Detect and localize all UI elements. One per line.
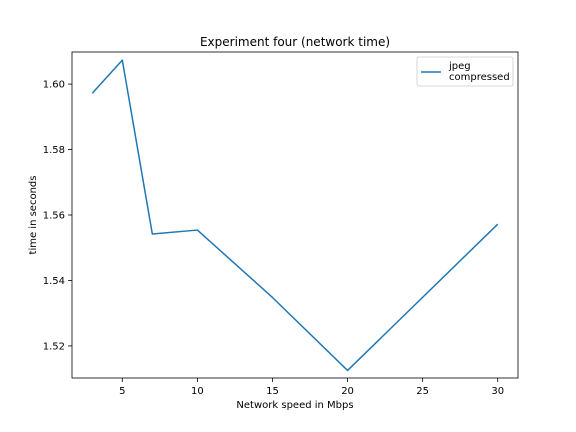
x-tick-label: 15 [266,386,279,397]
x-axis-label: Network speed in Mbps [236,400,353,411]
y-tick-label: 1.54 [43,276,65,287]
x-tick-label: 10 [191,386,204,397]
plot-frame [71,51,519,379]
legend: jpeg compressed [416,56,514,87]
x-tick-label: 20 [341,386,354,397]
axis-ticks: 5 10 15 20 25 30 1.52 1.54 1.56 1.58 1.60 [43,80,504,397]
y-tick-label: 1.56 [43,211,65,222]
legend-label-line-2: compressed [449,72,510,83]
legend-frame [416,56,514,87]
legend-label-line-1: jpeg [448,61,471,72]
y-tick-label: 1.52 [43,341,65,352]
x-tick-label: 5 [119,386,125,397]
chart-title: Experiment four (network time) [200,35,390,49]
y-tick-label: 1.58 [43,145,65,156]
x-tick-label: 30 [491,386,504,397]
series-line [91,59,499,372]
y-axis-label: time in seconds [28,176,39,255]
x-tick-label: 25 [416,386,429,397]
series-layer [91,59,499,372]
y-tick-label: 1.60 [43,80,65,91]
